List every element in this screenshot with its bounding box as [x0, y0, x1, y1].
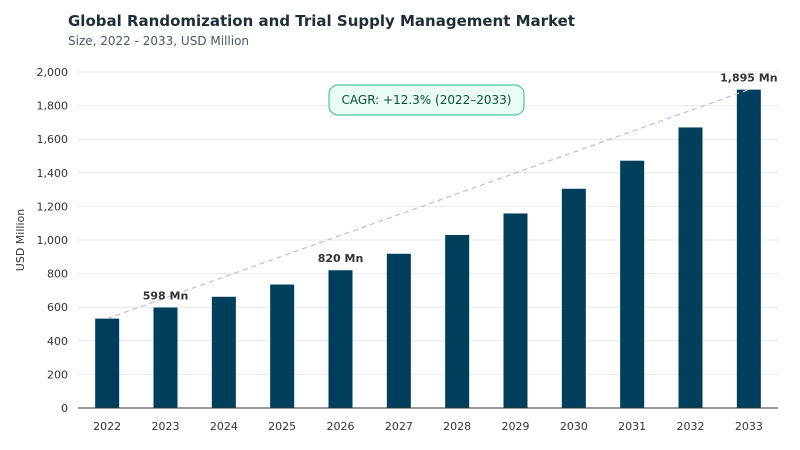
annotations: 598 Mn 820 Mn 1,895 Mn CAGR: +12.3% (2022–2… — [106, 72, 778, 320]
bar-2027 — [386, 253, 411, 408]
y-axis: 0 200 400 600 800 1,000 1,200 1,400 1,600 1,800 2,… — [14, 66, 68, 415]
x-tick-label: 2028 — [443, 420, 471, 433]
y-axis-label: USD Million — [14, 209, 27, 271]
x-axis: 2022 2023 2024 2025 2026 2027 2028 2029 2030 2031… — [78, 407, 778, 433]
y-tick-label: 1,800 — [37, 100, 69, 113]
y-tick-label: 200 — [47, 368, 68, 381]
x-tick-label: 2026 — [327, 420, 355, 433]
bar-2022 — [95, 318, 120, 408]
x-tick-label: 2025 — [268, 420, 296, 433]
bar-2023 — [153, 307, 178, 408]
x-tick-label: 2023 — [152, 420, 180, 433]
cagr-trend-line — [106, 89, 750, 320]
bar-2028 — [445, 234, 470, 408]
data-label-2026: 820 Mn — [318, 252, 364, 265]
chart-title: Global Randomization and Trial Supply Ma… — [68, 12, 575, 30]
cagr-annotation-box — [328, 84, 525, 116]
x-tick-label: 2027 — [385, 420, 413, 433]
bar-2032 — [678, 127, 703, 408]
x-tick-label: 2029 — [502, 420, 530, 433]
y-tick-label: 1,000 — [37, 234, 69, 247]
bar-2030 — [561, 188, 586, 408]
cagr-annotation-text: CAGR: +12.3% (2022–2033) — [342, 93, 512, 107]
data-label-2033: 1,895 Mn — [720, 72, 777, 85]
x-tick-label: 2031 — [618, 420, 646, 433]
y-tick-label: 2,000 — [37, 66, 69, 79]
bar-2033 — [736, 89, 761, 408]
y-tick-label: 400 — [47, 335, 68, 348]
x-tick-label: 2024 — [210, 420, 238, 433]
x-tick-label: 2032 — [677, 420, 705, 433]
bar-2024 — [211, 296, 236, 408]
y-tick-label: 1,200 — [37, 200, 69, 213]
x-tick-label: 2033 — [735, 420, 763, 433]
bar-2025 — [270, 284, 295, 408]
bars — [95, 89, 761, 408]
bar-2026 — [328, 270, 353, 408]
y-tick-label: 1,400 — [37, 167, 69, 180]
data-label-2023: 598 Mn — [143, 290, 189, 303]
y-tick-label: 800 — [47, 268, 68, 281]
y-tick-label: 1,600 — [37, 133, 69, 146]
bar-2031 — [620, 160, 645, 408]
y-tick-label: 0 — [61, 402, 68, 415]
gridlines — [78, 71, 778, 409]
y-tick-label: 600 — [47, 301, 68, 314]
x-tick-label: 2022 — [93, 420, 121, 433]
x-tick-label: 2030 — [560, 420, 588, 433]
chart-subtitle: Size, 2022 - 2033, USD Million — [68, 34, 250, 48]
bar-2029 — [503, 213, 528, 408]
